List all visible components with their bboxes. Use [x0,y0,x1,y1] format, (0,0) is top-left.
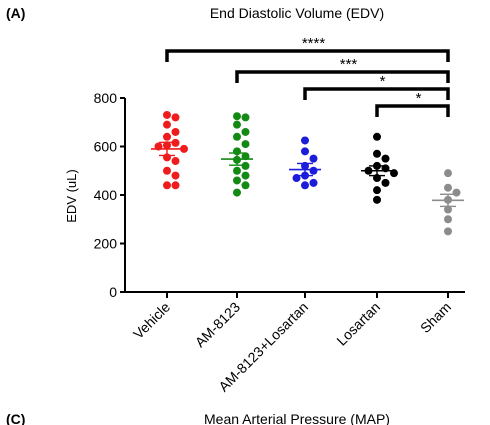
data-point [373,174,381,183]
data-point [301,181,309,190]
data-point [233,155,241,164]
data-point [444,205,452,214]
data-point [373,186,381,195]
significance-bracket [303,87,450,100]
data-point [241,171,250,180]
data-point [233,147,241,156]
data-point [163,141,171,150]
significance-brackets: ********* [165,35,450,117]
data-point [444,183,452,192]
data-point [309,166,318,175]
data-point [171,171,180,180]
y-tick-label: 400 [94,187,118,203]
data-points [154,110,461,236]
significance-bracket [375,104,450,117]
data-point [241,127,250,136]
data-point [373,149,381,158]
data-point [241,152,250,161]
data-point [309,178,318,187]
y-tick-label: 600 [94,139,118,155]
data-point [171,181,180,190]
data-point [373,195,381,204]
data-point [301,161,309,170]
chart-title: End Diastolic Volume (EDV) [210,5,384,21]
data-point [292,174,301,183]
y-tick-label: 800 [94,90,118,106]
data-point [154,142,163,151]
data-point [381,178,390,187]
data-point [233,132,241,141]
data-point [233,120,241,129]
data-point [233,188,241,197]
data-point [241,181,250,190]
next-panel-label: (C) [6,411,25,425]
y-tick-label: 200 [94,236,118,252]
data-point [163,120,171,129]
x-tick-label: Vehicle [130,299,173,342]
y-ticks: 0 200 400 600 800 [94,90,125,300]
data-point [364,166,373,175]
data-point [301,136,309,145]
data-point [444,227,452,236]
data-point [241,161,250,170]
data-point [163,166,171,175]
data-point [444,169,452,178]
x-tick-label: AM-8123 [192,299,244,351]
significance-label: **** [302,35,326,52]
data-point [241,140,250,149]
significance-bracket [165,49,450,62]
data-point [233,112,241,121]
significance-label: * [416,90,422,107]
next-panel-title: Mean Arterial Pressure (MAP) [204,411,390,425]
data-point [163,132,171,141]
data-point [171,138,180,147]
data-point [309,154,318,163]
x-tick-label: Sham [417,299,454,336]
data-point [301,147,309,156]
y-axis-label: EDV (uL) [64,169,79,222]
panel-label: (A) [6,5,25,21]
significance-bracket [235,70,450,83]
x-tick-label: Losartan [333,299,383,349]
data-point [171,113,180,122]
data-point [452,188,461,197]
data-point [373,161,381,170]
data-point [171,157,180,166]
data-point [390,169,398,178]
data-point [163,181,171,190]
data-point [233,176,241,185]
y-tick-label: 0 [109,284,117,300]
data-point [444,195,452,204]
data-point [444,215,452,224]
data-point [381,164,390,173]
significance-label: *** [340,56,358,73]
data-point [301,171,309,180]
data-point [381,154,390,163]
data-point [171,127,180,136]
data-point [233,166,241,175]
data-point [373,132,381,141]
data-point [163,153,171,162]
data-point [241,113,250,122]
significance-label: * [380,73,386,90]
data-point [163,110,171,119]
data-point [180,144,188,153]
